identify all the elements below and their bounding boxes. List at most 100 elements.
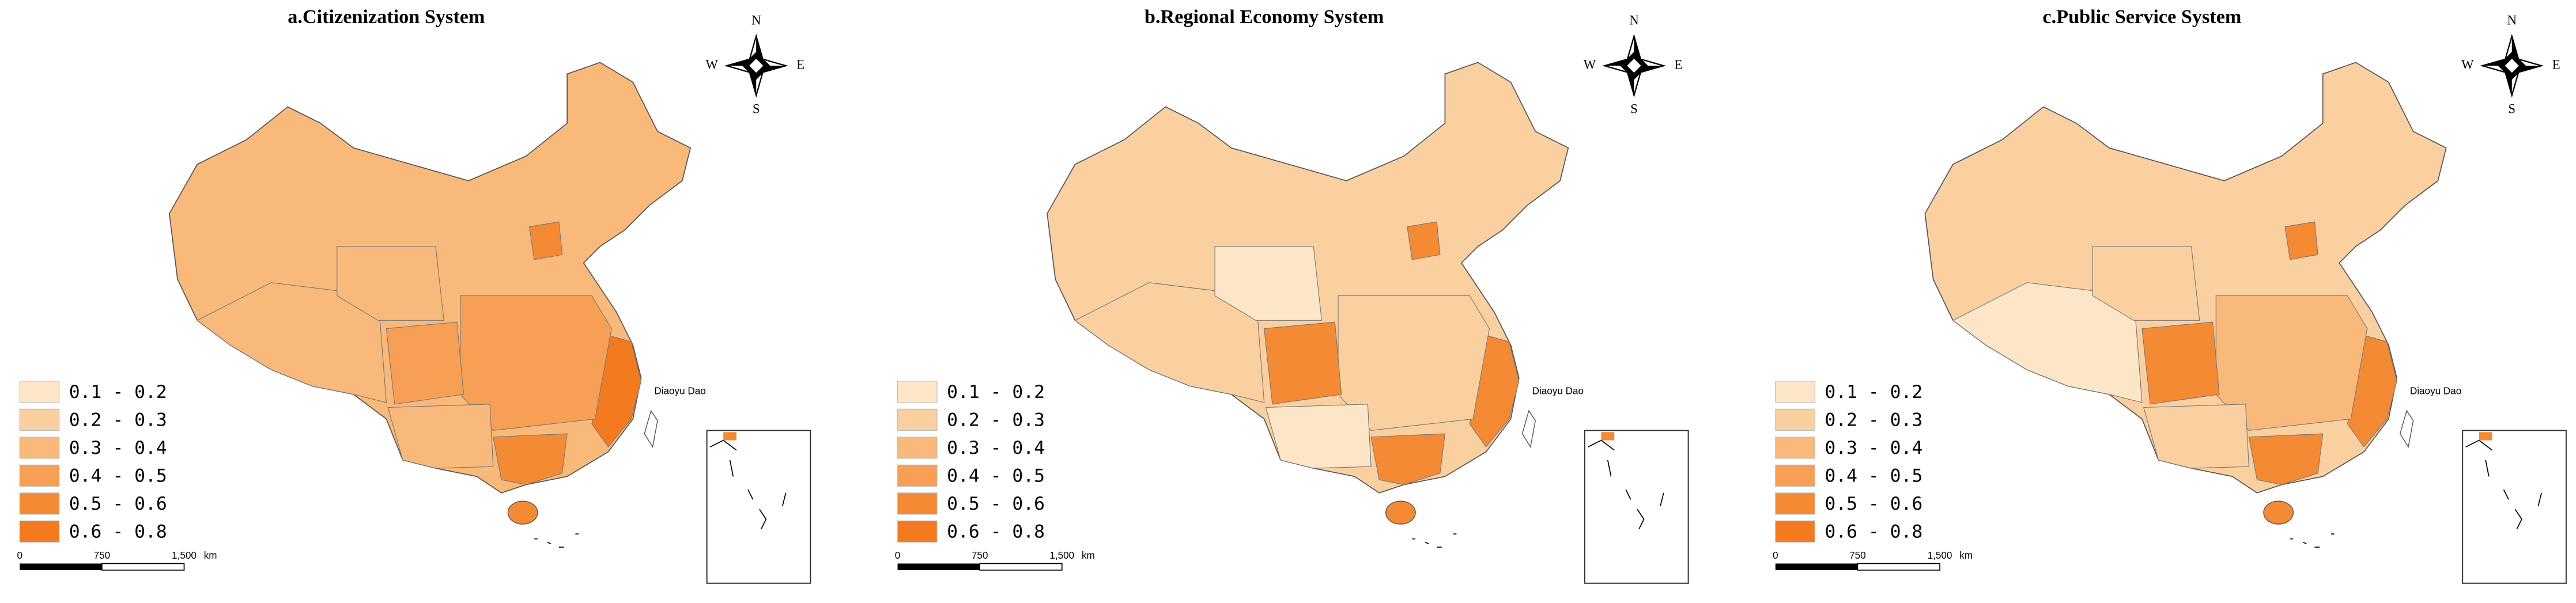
legend-swatch	[1775, 408, 1815, 431]
compass-letter: S	[753, 101, 760, 116]
hainan-island	[507, 500, 538, 525]
compass-letter: N	[2507, 13, 2517, 27]
province-region	[493, 433, 568, 486]
province-region	[1214, 246, 1323, 321]
compass-letter: N	[1629, 13, 1638, 27]
province-region	[1074, 282, 1265, 403]
compass-letter: S	[2508, 101, 2515, 116]
legend-swatch	[897, 520, 938, 543]
legend-swatch	[1775, 492, 1815, 515]
province-region	[2284, 221, 2318, 260]
legend-label: 0.4 - 0.5	[69, 465, 167, 486]
scale-bar	[1857, 563, 1940, 571]
legend-swatch	[19, 408, 60, 431]
legend-swatch	[1775, 520, 1815, 543]
scale-label: 0	[1773, 550, 1778, 561]
legend-label: 0.5 - 0.6	[1825, 494, 1922, 514]
province-region	[2248, 433, 2324, 486]
province-region	[2143, 404, 2249, 469]
taiwan-island	[2400, 409, 2414, 448]
islands	[2290, 533, 2335, 548]
inset-frame	[2462, 430, 2567, 584]
scale-bar	[20, 563, 102, 570]
legend-label: 0.2 - 0.3	[947, 409, 1045, 430]
province-region	[1407, 221, 1441, 260]
scale-label: 1,500	[1049, 550, 1074, 561]
legend-label: 0.5 - 0.6	[947, 494, 1045, 514]
legend-swatch	[897, 492, 938, 515]
province-region	[1952, 282, 2143, 403]
panel-title: a.Citizenization System	[288, 6, 485, 28]
compass-letter: W	[2461, 57, 2474, 71]
map-panel: c.Public Service System Diaoyu Dao N S W E 0.1…	[1773, 6, 2567, 584]
scale-label: 750	[94, 550, 111, 561]
legend-label: 0.3 - 0.4	[1825, 438, 1922, 458]
inset-frame	[706, 430, 811, 584]
compass-letter: W	[705, 57, 718, 71]
compass: N S W E	[705, 13, 804, 116]
legend-swatch	[19, 381, 60, 403]
province-region	[528, 221, 563, 260]
scale-label: 750	[1849, 550, 1866, 561]
province-region	[1370, 433, 1446, 486]
province-region	[2141, 321, 2220, 405]
map-panel: a.Citizenization System Diaoyu Dao N S W E 0.1…	[17, 6, 811, 584]
scale-label: 1,500	[1928, 550, 1952, 561]
compass-center	[749, 59, 764, 73]
province-region	[1264, 321, 1342, 405]
taiwan-island	[644, 409, 658, 448]
scale-bar	[1775, 563, 1858, 570]
legend-label: 0.5 - 0.6	[69, 494, 167, 514]
compass-letter: W	[1584, 57, 1596, 71]
scale-bar	[897, 563, 980, 570]
scale-label: km	[1959, 550, 1973, 561]
compass-letter: E	[796, 57, 804, 71]
compass-letter: E	[1675, 57, 1683, 71]
legend-swatch	[897, 381, 938, 403]
map-panel: b.Regional Economy System Diaoyu Dao N S W E 0…	[895, 6, 1689, 584]
inset-land	[723, 432, 736, 441]
scale-label: 750	[972, 550, 988, 561]
inset-frame	[1584, 430, 1689, 584]
legend-label: 0.2 - 0.3	[69, 409, 167, 430]
taiwan-island	[1521, 409, 1536, 448]
legend-label: 0.3 - 0.4	[69, 438, 167, 458]
legend-swatch	[19, 492, 60, 515]
scale-label: 0	[17, 550, 22, 561]
province-region	[387, 404, 494, 469]
legend-label: 0.4 - 0.5	[1825, 465, 1922, 486]
legend-label: 0.3 - 0.4	[947, 438, 1045, 458]
scale-bar	[101, 563, 185, 571]
compass-letter: E	[2552, 57, 2560, 71]
hainan-island	[1385, 500, 1416, 525]
scale-label: 1,500	[172, 550, 197, 561]
province-region	[337, 246, 444, 321]
legend-swatch	[1775, 381, 1815, 403]
annotation: Diaoyu Dao	[654, 386, 705, 397]
legend-swatch	[1775, 464, 1815, 487]
legend-label: 0.2 - 0.3	[1825, 409, 1922, 430]
scale-label: km	[1082, 550, 1095, 561]
inset-land	[2479, 432, 2492, 441]
legend-label: 0.6 - 0.8	[1825, 521, 1922, 542]
annotation: Diaoyu Dao	[1532, 386, 1584, 397]
legend-swatch	[19, 437, 60, 459]
compass-letter: N	[751, 13, 761, 27]
legend-swatch	[1775, 437, 1815, 459]
scale-label: km	[204, 550, 217, 561]
legend-swatch	[897, 437, 938, 459]
legend-swatch	[19, 464, 60, 487]
legend-label: 0.6 - 0.8	[69, 521, 167, 542]
legend-label: 0.1 - 0.2	[1825, 382, 1922, 403]
scale-bar	[979, 563, 1063, 571]
legend-swatch	[897, 408, 938, 431]
province-region	[2092, 246, 2200, 321]
legend-label: 0.1 - 0.2	[69, 382, 167, 403]
province-region	[1265, 404, 1372, 469]
inset-coast	[1588, 439, 1664, 529]
annotation: Diaoyu Dao	[2410, 386, 2461, 397]
legend-swatch	[897, 464, 938, 487]
province-region	[386, 321, 464, 405]
